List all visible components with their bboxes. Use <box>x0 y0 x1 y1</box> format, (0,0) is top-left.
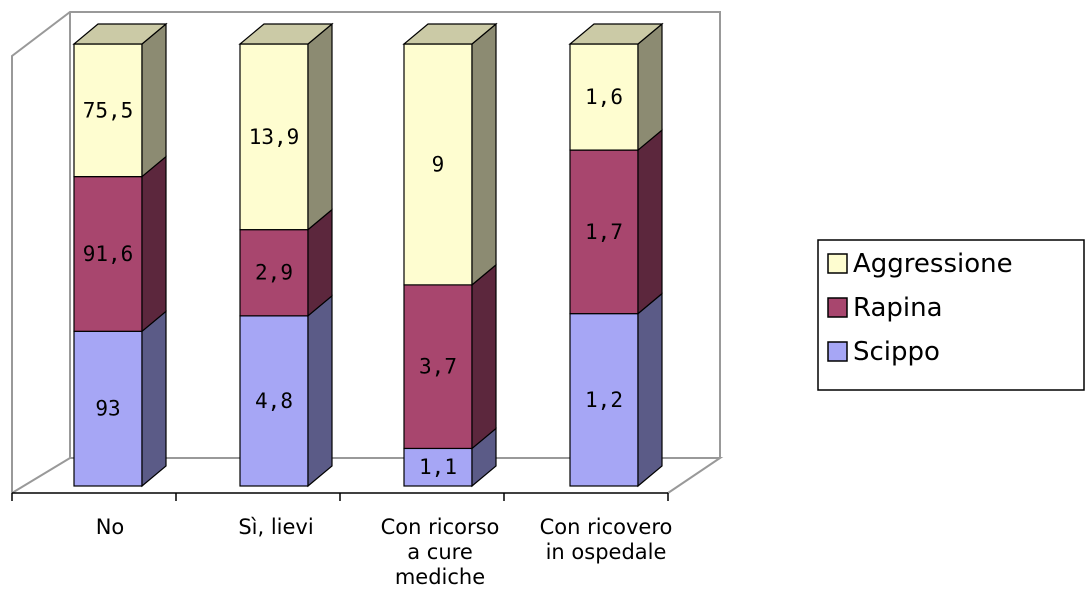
legend-swatch-scippo <box>827 341 848 362</box>
bar-rapina-2-front <box>239 229 309 317</box>
bar-aggressione-4-side <box>637 22 663 152</box>
bar-aggressione-3-top <box>402 23 498 45</box>
bar-aggressione-4-top <box>568 23 664 45</box>
category-label-2-line-1: Sì, lievi <box>238 515 313 539</box>
category-label-3-line-3: mediche <box>395 565 485 589</box>
category-label-4-line-2: in ospedale <box>546 540 667 564</box>
bar-scippo-4-front <box>569 313 639 487</box>
value-label-scippo-4: 1,2 <box>585 388 623 412</box>
bar-rapina-1-side <box>141 155 167 333</box>
bar-aggressione-1-side <box>141 22 167 178</box>
legend-label-scippo: Scippo <box>853 337 940 367</box>
value-label-aggressione-4: 1,6 <box>585 85 623 109</box>
plot-area-frame <box>11 11 724 494</box>
value-label-rapina-3: 3,7 <box>419 355 457 379</box>
bar-scippo-1-front <box>73 330 143 487</box>
bar-aggressione-3-side <box>471 22 497 287</box>
value-label-aggressione-1: 75,5 <box>83 98 134 122</box>
bar-rapina-3-side <box>471 263 497 450</box>
value-label-scippo-3: 1,1 <box>419 455 457 479</box>
legend-label-rapina: Rapina <box>853 293 943 323</box>
bar-aggressione-1-front <box>73 43 143 178</box>
bars-group <box>72 22 664 488</box>
value-label-rapina-4: 1,7 <box>585 220 623 244</box>
value-label-rapina-2: 2,9 <box>255 261 293 285</box>
value-label-scippo-1: 93 <box>95 397 120 421</box>
value-label-scippo-2: 4,8 <box>255 389 293 413</box>
value-label-rapina-1: 91,6 <box>83 242 134 266</box>
value-label-aggressione-2: 13,9 <box>249 125 300 149</box>
category-label-3-line-1: Con ricorso <box>381 515 500 539</box>
bar-scippo-1-side <box>141 310 167 488</box>
category-label-1: No <box>96 515 125 539</box>
legend-box <box>817 239 1085 391</box>
bar-aggressione-1-top <box>72 23 168 45</box>
bar-rapina-4-side <box>637 128 663 315</box>
bar-aggressione-3-front <box>403 43 473 286</box>
category-label-3-line-2: a cure <box>407 540 473 564</box>
bar-rapina-4-front <box>569 149 639 315</box>
value-labels-group: 93 91,6 75,5 4,8 2,9 13,9 1,1 3,7 9 1,2 1,7 1,6 <box>83 85 623 479</box>
bar-aggressione-2-top <box>238 23 334 45</box>
category-label-4-line-1: Con ricovero <box>540 515 673 539</box>
bar-aggressione-2-side <box>307 22 333 231</box>
plot-floor <box>11 457 724 494</box>
legend-swatch-rapina <box>827 297 848 318</box>
bar-scippo-2-front <box>239 315 309 487</box>
bar-aggressione-4-front <box>569 43 639 151</box>
legend: Aggressione Rapina Scippo <box>817 239 1085 391</box>
category-label-3: Con ricorso a cure mediche <box>381 515 500 589</box>
category-label-4: Con ricovero in ospedale <box>540 515 673 564</box>
legend-label-aggressione: Aggressione <box>853 249 1013 279</box>
category-label-1-line-1: No <box>96 515 125 539</box>
value-label-aggressione-3: 9 <box>432 152 445 176</box>
bar-scippo-4-side <box>637 292 663 488</box>
bar-scippo-2-side <box>307 294 333 488</box>
category-label-2: Sì, lievi <box>238 515 313 539</box>
legend-swatch-aggressione <box>827 253 848 274</box>
